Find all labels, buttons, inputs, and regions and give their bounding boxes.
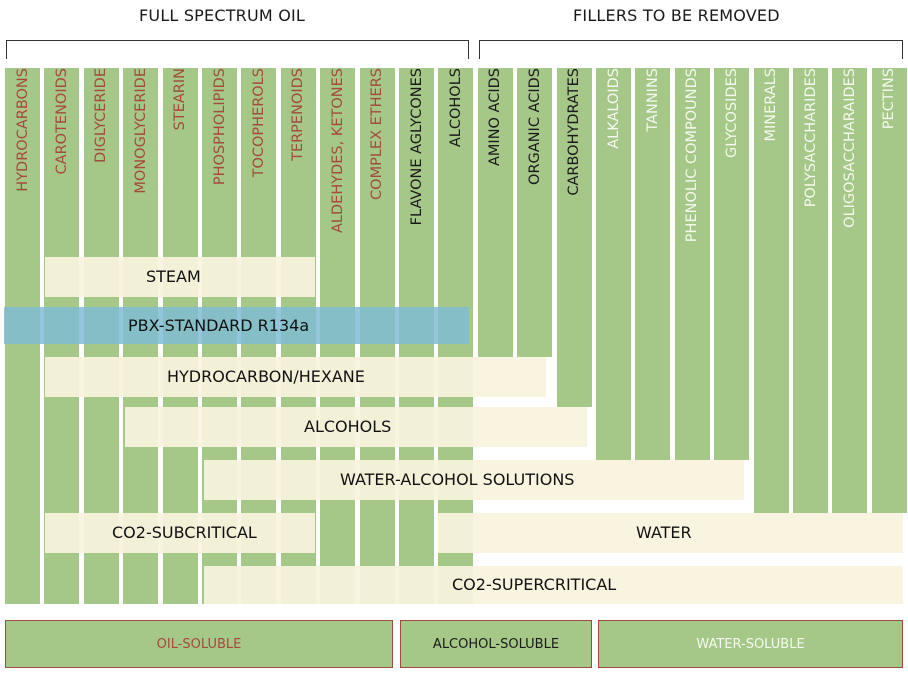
- water-alcohol-band: [204, 460, 744, 500]
- legend-water-label: WATER-SOLUBLE: [696, 636, 805, 652]
- legend-oil-label: OIL-SOLUBLE: [156, 636, 242, 652]
- column-oligosaccharaides: [832, 68, 868, 513]
- legend-water-soluble: WATER-SOLUBLE: [598, 620, 903, 668]
- fillers-header: FILLERS TO BE REMOVED: [573, 6, 780, 25]
- alcohols-label: ALCOHOLS: [304, 417, 392, 436]
- column-tannins: [635, 68, 671, 460]
- co2-subcritical-label: CO2-SUBCRITICAL: [112, 523, 257, 542]
- co2-supercritical-label: CO2-SUPERCRITICAL: [452, 575, 617, 594]
- column-polysaccharides: [793, 68, 828, 513]
- column-organic-acids: [517, 68, 553, 357]
- column-phenolic-compounds: [674, 68, 710, 460]
- co2-subcritical-band: [45, 513, 315, 553]
- column-glycosides: [714, 68, 750, 460]
- full-spectrum-bracket: [6, 40, 469, 59]
- co2-supercritical-band: [204, 566, 903, 604]
- alcohols-band: [125, 407, 587, 447]
- water-label: WATER: [636, 523, 692, 542]
- column-amino-acids: [477, 68, 513, 357]
- legend-oil-soluble: OIL-SOLUBLE: [5, 620, 393, 668]
- hydrocarbon-label: HYDROCARBON/HEXANE: [167, 367, 365, 386]
- fillers-bracket: [479, 40, 903, 59]
- water-band: [438, 513, 903, 553]
- full-spectrum-oil-header: FULL SPECTRUM OIL: [139, 6, 306, 25]
- column-alkaloids: [596, 68, 631, 460]
- pbx-band: [4, 307, 469, 344]
- legend-alcohol-label: ALCOHOL-SOLUBLE: [432, 636, 560, 652]
- water-alcohol-label: WATER-ALCOHOL SOLUTIONS: [340, 470, 575, 489]
- legend-alcohol-soluble: ALCOHOL-SOLUBLE: [400, 620, 592, 668]
- column-minerals: [753, 68, 789, 513]
- column-pectins: [871, 68, 907, 513]
- steam-label: STEAM: [146, 267, 201, 286]
- hydrocarbon-band: [45, 357, 546, 397]
- steam-band: [45, 257, 315, 297]
- pbx-label: PBX-STANDARD R134a: [128, 316, 310, 335]
- column-carbohydrates: [556, 68, 592, 407]
